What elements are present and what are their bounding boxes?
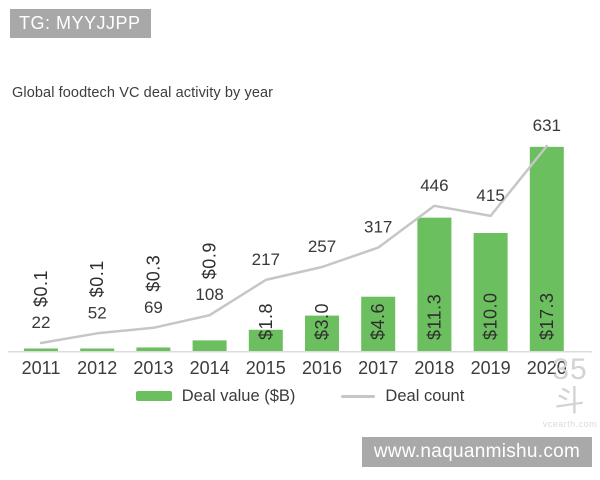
x-tick-2020: 2020 bbox=[527, 358, 567, 378]
bar-2017 bbox=[361, 296, 396, 351]
x-tick-2012: 2012 bbox=[77, 358, 117, 378]
count-label-2020: 631 bbox=[533, 116, 561, 135]
count-label-2016: 257 bbox=[308, 237, 336, 256]
bar-2014 bbox=[192, 340, 227, 351]
bar-2018 bbox=[417, 217, 452, 351]
x-tick-2015: 2015 bbox=[246, 358, 286, 378]
legend-bar-swatch-icon bbox=[135, 391, 172, 401]
count-label-2014: 108 bbox=[195, 285, 223, 304]
bar-2015 bbox=[248, 329, 283, 351]
value-label-2015: $1.8 bbox=[256, 303, 276, 340]
chart-legend: Deal value ($B) Deal count bbox=[0, 386, 600, 406]
value-label-2012: $0.1 bbox=[87, 260, 107, 297]
header-badge: TG: MYYJJPP bbox=[10, 9, 151, 38]
count-label-2013: 69 bbox=[144, 298, 163, 317]
count-label-2017: 317 bbox=[364, 218, 392, 237]
bar-2020 bbox=[529, 146, 564, 351]
value-label-2011: $0.1 bbox=[31, 270, 51, 307]
deal-count-line bbox=[39, 144, 549, 345]
x-tick-2019: 2019 bbox=[471, 358, 511, 378]
x-tick-2014: 2014 bbox=[190, 358, 230, 378]
value-label-2017: $4.6 bbox=[368, 303, 388, 340]
x-tick-2018: 2018 bbox=[414, 358, 454, 378]
legend-line-swatch-icon bbox=[341, 394, 376, 398]
legend-bar-label: Deal value ($B) bbox=[181, 386, 296, 405]
count-label-2015: 217 bbox=[252, 250, 280, 269]
footer-url-bar: www.naquanmishu.com bbox=[362, 437, 592, 467]
x-tick-2011: 2011 bbox=[22, 358, 61, 378]
value-label-2014: $0.9 bbox=[200, 242, 220, 279]
count-label-2018: 446 bbox=[420, 176, 448, 195]
bar-2016 bbox=[305, 315, 339, 351]
bar-2012 bbox=[80, 348, 115, 351]
value-label-2013: $0.3 bbox=[143, 255, 163, 292]
bar-2011 bbox=[24, 348, 58, 351]
x-tick-2017: 2017 bbox=[358, 358, 398, 378]
value-label-2016: $3.0 bbox=[312, 303, 332, 340]
x-tick-2016: 2016 bbox=[302, 358, 342, 378]
value-label-2019: $10.0 bbox=[481, 292, 501, 340]
legend-line-label: Deal count bbox=[385, 386, 465, 405]
count-label-2019: 415 bbox=[476, 186, 504, 205]
bar-2019 bbox=[473, 233, 508, 351]
chart-title: Global foodtech VC deal activity by year bbox=[12, 85, 274, 101]
value-label-2018: $11.3 bbox=[424, 294, 444, 340]
count-label-2012: 52 bbox=[88, 303, 107, 322]
value-label-2020: $17.3 bbox=[537, 292, 557, 340]
x-tick-2013: 2013 bbox=[133, 358, 173, 378]
bar-2013 bbox=[136, 347, 171, 351]
count-label-2011: 22 bbox=[32, 313, 51, 332]
